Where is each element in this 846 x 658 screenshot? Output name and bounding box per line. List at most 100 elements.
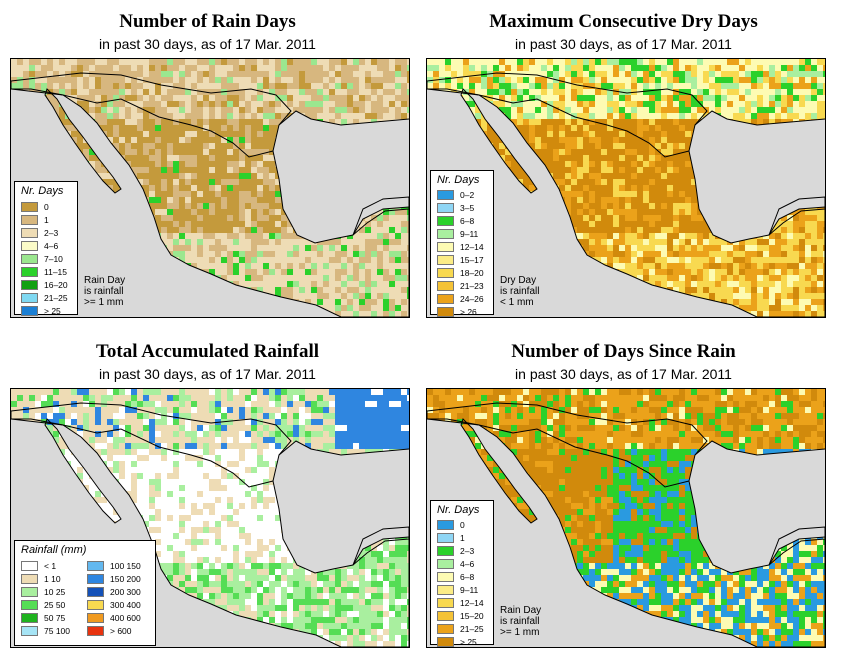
grid-cell: [529, 239, 535, 245]
grid-cell: [389, 407, 395, 413]
grid-cell: [107, 149, 113, 155]
grid-cell: [709, 305, 715, 311]
grid-cell: [727, 185, 733, 191]
grid-cell: [547, 179, 553, 185]
grid-cell: [643, 311, 649, 317]
grid-cell: [541, 77, 547, 83]
grid-cell: [751, 95, 757, 101]
grid-cell: [263, 443, 269, 449]
grid-cell: [263, 395, 269, 401]
grid-cell: [395, 293, 401, 299]
grid-cell: [751, 281, 757, 287]
grid-cell: [143, 275, 149, 281]
grid-cell: [751, 77, 757, 83]
grid-cell: [359, 221, 365, 227]
grid-cell: [643, 185, 649, 191]
grid-cell: [781, 305, 787, 311]
grid-cell: [637, 245, 643, 251]
grid-cell: [757, 281, 763, 287]
grid-cell: [185, 221, 191, 227]
grid-cell: [353, 251, 359, 257]
grid-cell: [559, 251, 565, 257]
grid-cell: [763, 293, 769, 299]
grid-cell: [359, 77, 365, 83]
grid-cell: [89, 413, 95, 419]
grid-cell: [667, 251, 673, 257]
grid-cell: [251, 305, 257, 311]
grid-cell: [257, 65, 263, 71]
grid-cell: [703, 203, 709, 209]
grid-cell: [715, 89, 721, 95]
grid-cell: [197, 95, 203, 101]
grid-cell: [613, 257, 619, 263]
grid-cell: [383, 59, 389, 65]
grid-cell: [583, 95, 589, 101]
grid-cell: [335, 281, 341, 287]
grid-cell: [757, 203, 763, 209]
grid-cell: [251, 227, 257, 233]
grid-cell: [269, 107, 275, 113]
grid-cell: [395, 311, 401, 317]
grid-cell: [475, 83, 481, 89]
grid-cell: [191, 71, 197, 77]
grid-cell: [371, 425, 377, 431]
grid-cell: [679, 233, 685, 239]
grid-cell: [269, 65, 275, 71]
grid-cell: [565, 203, 571, 209]
grid-cell: [179, 299, 185, 305]
grid-cell: [371, 125, 377, 131]
grid-cell: [35, 443, 41, 449]
grid-cell: [427, 71, 433, 77]
grid-cell: [607, 95, 613, 101]
grid-cell: [275, 287, 281, 293]
grid-cell: [269, 71, 275, 77]
grid-cell: [499, 95, 505, 101]
grid-cell: [553, 311, 559, 317]
grid-cell: [721, 245, 727, 251]
grid-cell: [155, 155, 161, 161]
grid-cell: [77, 83, 83, 89]
grid-cell: [613, 221, 619, 227]
grid-cell: [71, 113, 77, 119]
grid-cell: [377, 233, 383, 239]
grid-cell: [601, 101, 607, 107]
grid-cell: [179, 95, 185, 101]
grid-cell: [107, 107, 113, 113]
grid-cell: [389, 155, 395, 161]
grid-cell: [191, 83, 197, 89]
grid-cell: [383, 401, 389, 407]
grid-cell: [335, 155, 341, 161]
grid-cell: [691, 281, 697, 287]
grid-cell: [173, 419, 179, 425]
grid-cell: [805, 143, 811, 149]
grid-cell: [365, 437, 371, 443]
grid-cell: [185, 299, 191, 305]
grid-cell: [763, 251, 769, 257]
grid-cell: [323, 239, 329, 245]
grid-cell: [203, 395, 209, 401]
grid-cell: [215, 239, 221, 245]
grid-cell: [287, 137, 293, 143]
grid-cell: [149, 89, 155, 95]
grid-cell: [173, 275, 179, 281]
grid-cell: [167, 281, 173, 287]
grid-cell: [377, 59, 383, 65]
grid-cell: [311, 107, 317, 113]
grid-cell: [793, 167, 799, 173]
grid-cell: [745, 107, 751, 113]
grid-cell: [703, 305, 709, 311]
grid-cell: [77, 401, 83, 407]
grid-cell: [137, 101, 143, 107]
grid-cell: [323, 431, 329, 437]
grid-cell: [323, 71, 329, 77]
grid-cell: [625, 245, 631, 251]
grid-cell: [679, 251, 685, 257]
grid-cell: [335, 185, 341, 191]
legend-item: 6–8: [437, 215, 474, 226]
grid-cell: [805, 215, 811, 221]
grid-cell: [263, 107, 269, 113]
grid-cell: [275, 269, 281, 275]
grid-cell: [155, 407, 161, 413]
grid-cell: [281, 155, 287, 161]
grid-cell: [625, 263, 631, 269]
